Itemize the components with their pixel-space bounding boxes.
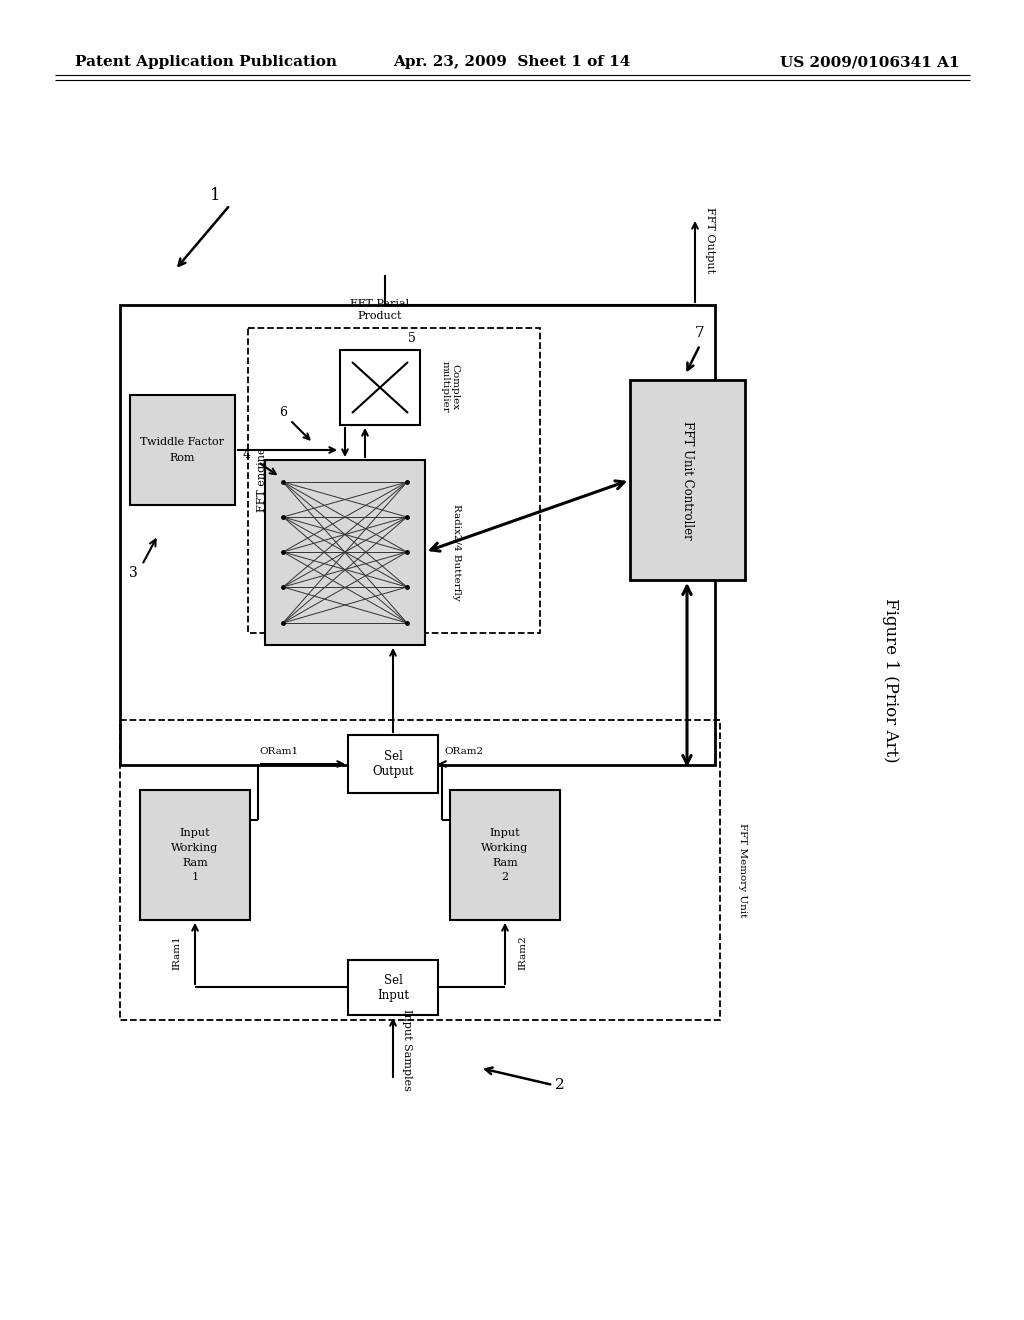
Bar	[120, 305, 715, 766]
Text: 4: 4	[243, 449, 251, 462]
Text: 2: 2	[502, 873, 509, 882]
Text: Working: Working	[481, 843, 528, 853]
Text: 2: 2	[555, 1078, 565, 1092]
Bar	[340, 350, 420, 425]
Text: Rom: Rom	[169, 453, 195, 463]
Text: 5: 5	[408, 331, 416, 345]
Bar	[140, 789, 250, 920]
Bar	[248, 327, 540, 634]
Text: FFT Output: FFT Output	[705, 207, 715, 273]
Bar	[630, 380, 745, 579]
Text: Complex
multiplier: Complex multiplier	[440, 362, 460, 413]
Text: 6: 6	[279, 407, 287, 420]
Text: Radix2/4 Butterfly: Radix2/4 Butterfly	[453, 504, 462, 601]
Bar	[130, 395, 234, 506]
Text: Apr. 23, 2009  Sheet 1 of 14: Apr. 23, 2009 Sheet 1 of 14	[393, 55, 631, 69]
Text: Sel: Sel	[384, 974, 402, 986]
Text: 1: 1	[210, 186, 220, 203]
Text: Patent Application Publication: Patent Application Publication	[75, 55, 337, 69]
Text: 7: 7	[695, 326, 705, 341]
Bar	[348, 960, 438, 1015]
Text: Sel: Sel	[384, 751, 402, 763]
Text: Input: Input	[377, 989, 409, 1002]
Bar	[120, 719, 720, 1020]
Text: US 2009/0106341 A1: US 2009/0106341 A1	[780, 55, 961, 69]
Text: 1: 1	[191, 873, 199, 882]
Text: 3: 3	[129, 566, 137, 579]
Text: IRam2: IRam2	[518, 936, 527, 970]
Text: Input: Input	[489, 828, 520, 838]
Bar	[265, 459, 425, 645]
Text: ORam2: ORam2	[444, 747, 483, 756]
Bar	[450, 789, 560, 920]
Text: FFT Parial
Product: FFT Parial Product	[350, 300, 410, 321]
Text: Input Samples: Input Samples	[402, 1008, 412, 1090]
Text: Ram: Ram	[182, 858, 208, 869]
Text: Output: Output	[373, 766, 414, 779]
Text: FFT engine: FFT engine	[257, 447, 267, 512]
Text: Figure 1 (Prior Art): Figure 1 (Prior Art)	[882, 598, 898, 763]
Text: FFT Unit Controller: FFT Unit Controller	[681, 421, 693, 540]
Text: IRam1: IRam1	[172, 936, 181, 970]
Text: Ram: Ram	[493, 858, 518, 869]
Text: FFT Memory Unit: FFT Memory Unit	[737, 822, 746, 917]
Text: Input: Input	[179, 828, 210, 838]
Text: ORam1: ORam1	[259, 747, 299, 756]
Text: Working: Working	[171, 843, 219, 853]
Text: Twiddle Factor: Twiddle Factor	[140, 437, 224, 447]
Bar	[348, 735, 438, 793]
